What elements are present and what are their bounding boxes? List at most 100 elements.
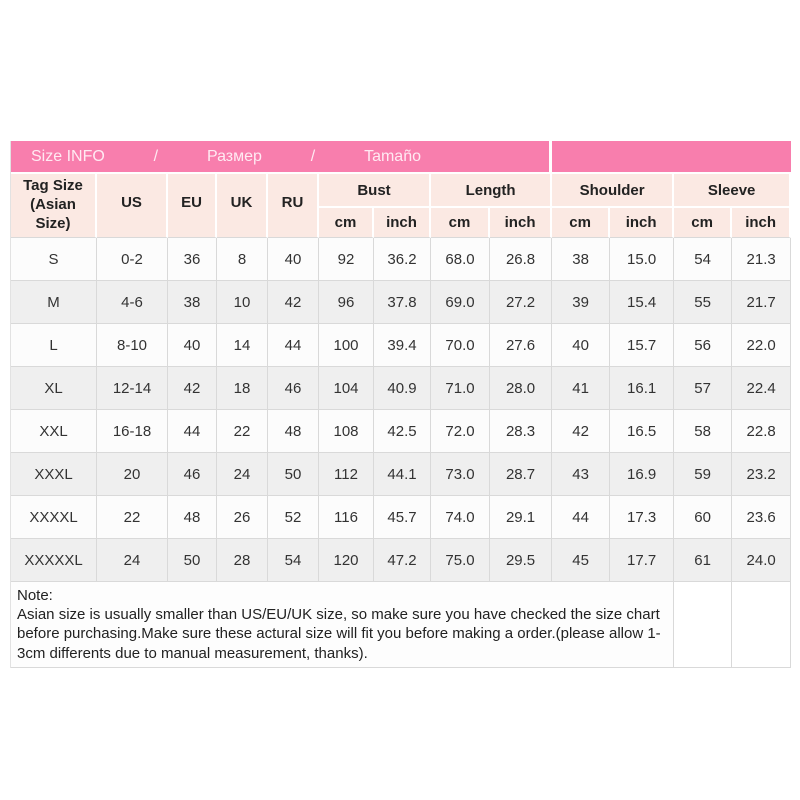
value-cell: 36.2 [374,238,431,281]
value-cell: 42.5 [374,410,431,453]
value-cell: 17.3 [610,496,675,539]
size-info-header: Size INFO / Размер / Tamaño [11,141,553,174]
value-cell: 0-2 [97,238,168,281]
value-cell: 50 [168,539,217,582]
value-cell: 14 [217,324,268,367]
note-row: Note: Asian size is usually smaller than… [11,582,792,668]
value-cell: 23.2 [732,453,792,496]
value-cell: 44 [268,324,319,367]
size-label-cell: XXXXL [11,496,97,539]
note-cell: Note: Asian size is usually smaller than… [11,582,675,668]
note-title: Note: [17,587,53,604]
note-empty-cell [732,582,792,668]
value-cell: 12-14 [97,367,168,410]
value-cell: 48 [168,496,217,539]
note-body: Asian size is usually smaller than US/EU… [17,606,661,662]
value-cell: 72.0 [431,410,490,453]
size-info-label-ru: Размер [206,147,262,165]
ru-column-header: RU [268,174,319,238]
value-cell: 59 [674,453,733,496]
value-cell: 38 [552,238,611,281]
value-cell: 22.4 [732,367,792,410]
value-cell: 54 [268,539,319,582]
value-cell: 29.1 [490,496,553,539]
value-cell: 27.6 [490,324,553,367]
value-cell: 48 [268,410,319,453]
value-cell: 22 [97,496,168,539]
note-empty-cell [674,582,733,668]
size-info-title: Size INFO / Размер / Tamaño [11,148,421,166]
value-cell: 68.0 [431,238,490,281]
column-group-row: Tag Size (Asian Size) US EU UK RU Bust L… [11,174,792,238]
value-cell: 74.0 [431,496,490,539]
value-cell: 27.2 [490,281,553,324]
value-cell: 17.7 [610,539,675,582]
value-cell: 24 [217,453,268,496]
sleeve-cm-header: cm [674,208,733,238]
value-cell: 20 [97,453,168,496]
value-cell: 10 [217,281,268,324]
separator-slash: / [310,147,316,165]
value-cell: 24 [97,539,168,582]
size-row-xxxxl: XXXXL 22 48 26 52 116 45.7 74.0 29.1 44 17.3 60 23.6 [11,496,792,539]
value-cell: 100 [319,324,374,367]
value-cell: 37.8 [374,281,431,324]
value-cell: 15.0 [610,238,675,281]
value-cell: 92 [319,238,374,281]
value-cell: 42 [552,410,611,453]
shoulder-group-header: Shoulder [552,174,675,208]
length-inch-header: inch [490,208,553,238]
value-cell: 4-6 [97,281,168,324]
length-cm-header: cm [431,208,490,238]
value-cell: 40 [268,238,319,281]
value-cell: 52 [268,496,319,539]
value-cell: 22.8 [732,410,792,453]
value-cell: 73.0 [431,453,490,496]
value-cell: 116 [319,496,374,539]
value-cell: 42 [168,367,217,410]
value-cell: 44 [552,496,611,539]
unit-row: cm inch cm inch cm inch cm inch [11,208,792,238]
size-info-label-en: Size INFO [31,147,105,165]
value-cell: 55 [674,281,733,324]
size-label-cell: XL [11,367,97,410]
value-cell: 22 [217,410,268,453]
value-cell: 15.4 [610,281,675,324]
size-info-label-es: Tamaño [364,147,421,165]
value-cell: 15.7 [610,324,675,367]
value-cell: 58 [674,410,733,453]
bust-cm-header: cm [319,208,374,238]
value-cell: 26.8 [490,238,553,281]
value-cell: 75.0 [431,539,490,582]
value-cell: 56 [674,324,733,367]
value-cell: 22.0 [732,324,792,367]
value-cell: 28 [217,539,268,582]
value-cell: 16.1 [610,367,675,410]
value-cell: 21.7 [732,281,792,324]
size-label-cell: M [11,281,97,324]
value-cell: 47.2 [374,539,431,582]
value-cell: 120 [319,539,374,582]
value-cell: 96 [319,281,374,324]
value-cell: 41 [552,367,611,410]
value-cell: 50 [268,453,319,496]
value-cell: 42 [268,281,319,324]
value-cell: 21.3 [732,238,792,281]
value-cell: 57 [674,367,733,410]
separator-slash: / [153,147,159,165]
value-cell: 39 [552,281,611,324]
pink-header-spacer [552,141,792,174]
size-row-s: S 0-2 36 8 40 92 36.2 68.0 26.8 38 15.0 54 21.3 [11,238,792,281]
sleeve-group-header: Sleeve [674,174,792,208]
value-cell: 24.0 [732,539,792,582]
value-cell: 45.7 [374,496,431,539]
size-label-cell: L [11,324,97,367]
value-cell: 43 [552,453,611,496]
value-cell: 46 [268,367,319,410]
size-chart-table: Size INFO / Размер / Tamaño Tag Size (As… [10,141,792,668]
us-column-header: US [97,174,168,238]
value-cell: 28.0 [490,367,553,410]
value-cell: 45 [552,539,611,582]
value-cell: 108 [319,410,374,453]
